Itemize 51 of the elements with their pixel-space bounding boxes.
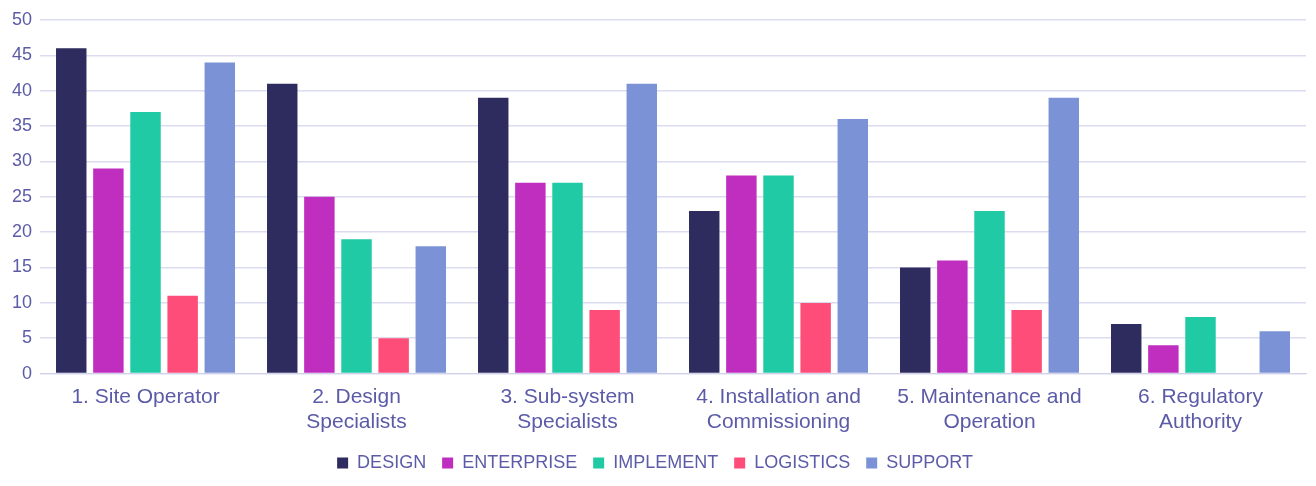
x-tick-label: 2. Design Specialists [306,384,407,433]
bar [726,175,757,373]
bar [93,168,124,373]
bar [267,83,298,373]
bar [1011,309,1042,373]
bar [763,175,794,373]
x-tick-label: 6. Regulatory Authority [1138,384,1264,433]
bar [1259,331,1290,373]
bar [304,196,335,373]
x-tick-label: 3. Sub-system Specialists [500,384,635,433]
y-tick-label: 35 [11,115,33,136]
y-tick-label: 0 [22,362,33,383]
bar [800,302,831,373]
bar [204,62,236,373]
bar [837,119,869,373]
legend-label: DESIGN [357,451,427,472]
y-tick-label: 50 [11,8,33,29]
y-tick-label: 45 [11,44,33,65]
y-tick-label: 10 [11,291,33,312]
y-tick-label: 15 [11,256,33,277]
bar [974,210,1005,373]
y-tick-label: 25 [11,185,33,206]
bar [1148,345,1179,373]
y-tick-label: 40 [11,79,33,100]
bar [589,309,620,373]
bar [937,260,968,373]
bar [167,295,198,373]
y-tick-label: 20 [11,221,33,242]
bar [378,338,409,373]
bar [341,239,372,373]
bar [552,182,583,373]
legend-label: SUPPORT [886,451,973,472]
legend-label: LOGISTICS [754,451,851,472]
bar [1048,97,1079,373]
bar [56,48,87,373]
x-tick-label: 4. Installation and Commissioning [696,384,861,433]
bar [689,210,720,373]
bar [626,83,658,373]
y-tick-label: 30 [11,150,33,171]
bar [1111,324,1142,373]
y-tick-label: 5 [22,327,33,348]
bar [1185,317,1216,373]
x-tick-label: 5. Maintenance and Operation [897,384,1082,433]
bar [900,267,931,373]
bar [415,246,447,373]
x-tick-label: 1. Site Operator [71,384,220,407]
legend-label: IMPLEMENT [613,451,719,472]
bar [515,182,546,373]
legend-label: ENTERPRISE [462,451,578,472]
bar [130,111,161,373]
bar [478,97,509,373]
